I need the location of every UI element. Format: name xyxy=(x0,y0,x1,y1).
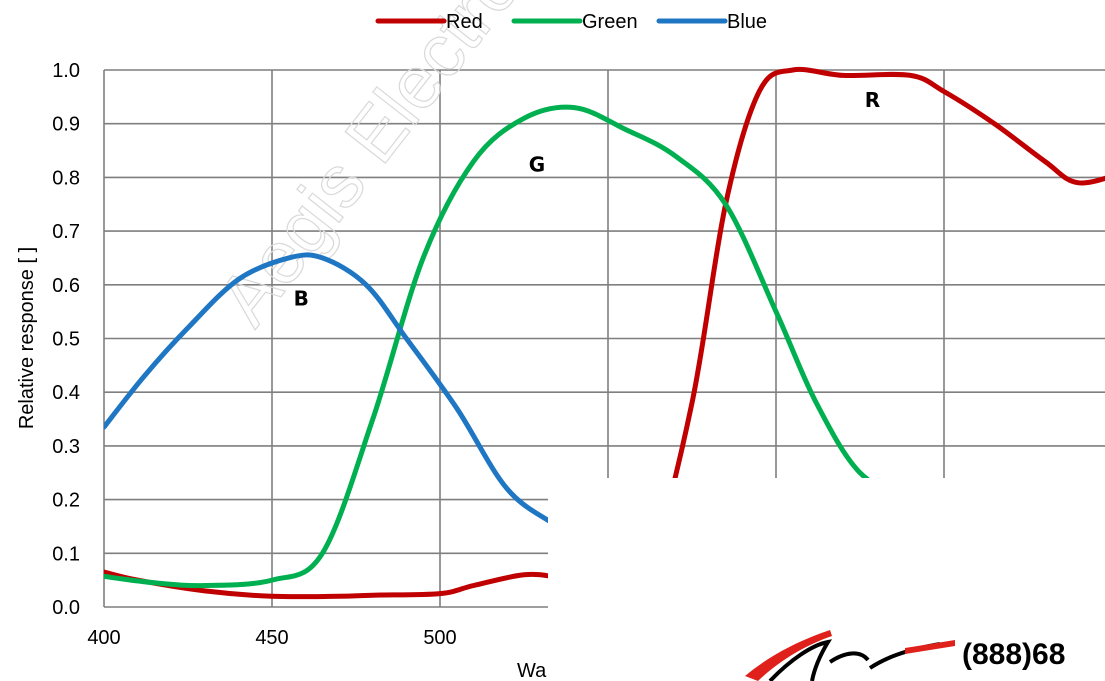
logo-swoosh-red xyxy=(745,630,832,681)
y-tick-label: 0.2 xyxy=(52,490,80,512)
legend: Red Green Blue xyxy=(375,11,767,33)
y-tick-label: 0.1 xyxy=(52,543,80,565)
grid xyxy=(103,69,1105,608)
series-line-red xyxy=(104,66,1105,600)
y-tick-label: 0.4 xyxy=(52,382,80,404)
legend-label-red: Red xyxy=(446,11,483,33)
x-tick-label: 450 xyxy=(255,627,288,649)
y-tick-label: 1.0 xyxy=(52,60,80,82)
y-tick-label: 0.5 xyxy=(52,329,80,351)
curve-label-g: G xyxy=(529,152,545,176)
y-tick-label: 0.9 xyxy=(52,114,80,136)
legend-label-blue: Blue xyxy=(727,11,767,33)
logo-phone: (888)68 xyxy=(962,638,1065,671)
y-axis-title: Relative response [ ] xyxy=(16,247,38,429)
curve-label-r: R xyxy=(865,88,880,112)
legend-label-green: Green xyxy=(582,11,638,33)
y-tick-label: 0.3 xyxy=(52,436,80,458)
x-tick-label: 500 xyxy=(423,627,456,649)
y-tick-label: 0.7 xyxy=(52,221,80,243)
x-tick-label: 400 xyxy=(87,627,120,649)
company-logo: (888)68 xyxy=(745,630,1065,681)
y-axis-ticks: 0.0 0.1 0.2 0.3 0.4 0.5 0.6 0.7 0.8 0.9 1.0 xyxy=(52,60,80,619)
y-tick-label: 0.8 xyxy=(52,167,80,189)
logo-swoosh-red-2 xyxy=(905,640,955,654)
y-tick-label: 0.6 xyxy=(52,275,80,297)
curve-annotations: B G R xyxy=(294,88,881,311)
curve-label-b: B xyxy=(294,287,309,311)
y-tick-label: 0.0 xyxy=(52,597,80,619)
x-axis-title: Wa xyxy=(517,660,547,681)
